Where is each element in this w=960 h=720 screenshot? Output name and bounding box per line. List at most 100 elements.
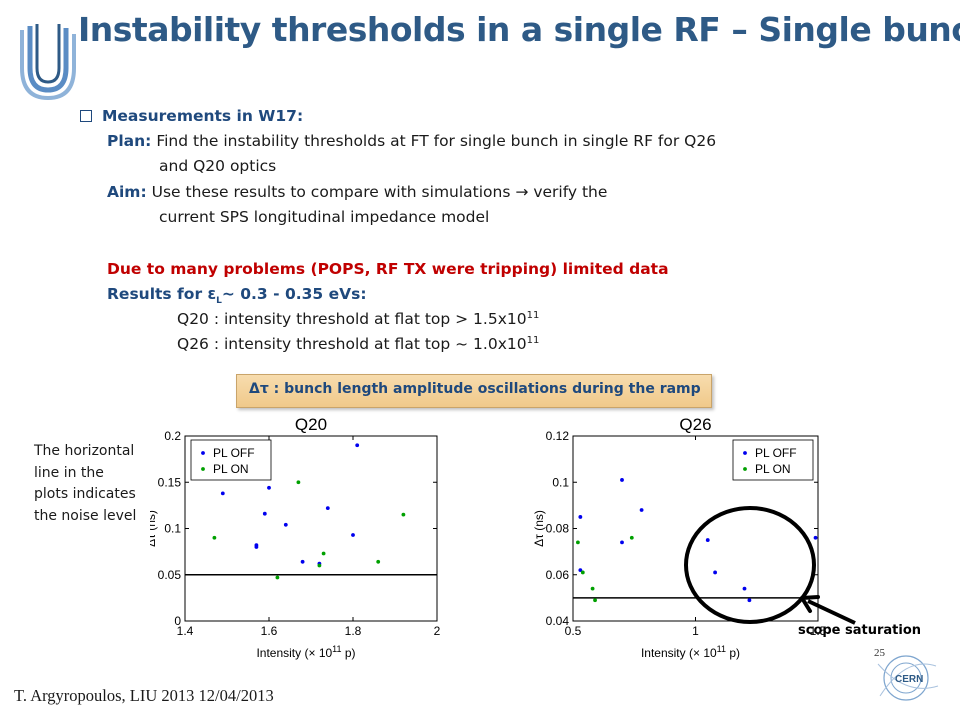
x-tick-label: 1.8 — [345, 624, 362, 638]
chart-title: Q26 — [679, 415, 711, 434]
data-point-pl-off — [813, 535, 818, 540]
chart-title: Q20 — [295, 415, 327, 434]
data-point-pl-off — [220, 491, 225, 496]
legend-box — [732, 439, 814, 481]
data-point-pl-on — [212, 535, 217, 540]
data-point-pl-on — [590, 586, 595, 591]
x-axis-label: Intensity (× 1011 p) — [641, 644, 740, 660]
y-axis-label: Δτ (ns) — [150, 510, 158, 547]
y-tick-label: 0.15 — [158, 475, 182, 489]
x-tick-label: 0.5 — [565, 624, 582, 638]
data-point-pl-on — [401, 512, 406, 517]
data-point-pl-off — [578, 568, 583, 573]
data-point-pl-off — [351, 533, 355, 537]
q26-exponent: 11 — [526, 335, 540, 346]
data-point-pl-on — [275, 575, 280, 580]
q20-text: Q20 : intensity threshold at flat top > … — [177, 310, 527, 329]
data-point-pl-off — [705, 538, 710, 542]
results-text-a: Results for ε — [107, 285, 217, 303]
results-subscript: L — [216, 296, 222, 307]
legend-label: PL OFF — [755, 446, 797, 460]
data-point-pl-on — [580, 570, 585, 575]
plan-line: Plan: Find the instability thresholds at… — [107, 132, 716, 150]
aim-line: Aim: Use these results to compare with s… — [107, 183, 607, 201]
y-tick-label: 0.08 — [546, 522, 570, 536]
legend-marker — [201, 467, 205, 471]
data-point-pl-on — [296, 480, 301, 485]
problems-text: Due to many problems (POPS, RF TX were t… — [107, 260, 669, 278]
results-text-b: ~ 0.3 - 0.35 eVs: — [221, 285, 367, 303]
plan-line-2: and Q20 optics — [159, 157, 277, 175]
data-point-pl-off — [620, 478, 624, 482]
data-point-pl-off — [713, 570, 717, 575]
x-tick-label: 1.6 — [261, 624, 278, 638]
legend-box — [190, 439, 272, 481]
data-point-pl-off — [578, 515, 583, 519]
legend-label: PL ON — [213, 462, 249, 476]
q26-chart: Q26 0.5 1 1.5 0.04 0.06 0.08 0.1 0.12 PL OFF PL ON… — [532, 415, 827, 660]
university-logo — [20, 24, 76, 101]
results-line: Results for εL~ 0.3 - 0.35 eVs: — [107, 285, 367, 306]
data-point-pl-on — [576, 540, 580, 545]
footer-citation: T. Argyropoulos, LIU 2013 12/04/2013 — [14, 686, 274, 705]
y-tick-label: 0 — [174, 614, 181, 628]
y-tick-label: 0.1 — [552, 475, 569, 489]
saturation-arrow-head — [800, 595, 820, 613]
aim-text-b: verify the — [533, 183, 608, 201]
aim-label: Aim: — [107, 183, 147, 201]
data-point-pl-on — [376, 559, 381, 564]
aim-line-2: current SPS longitudinal impedance model — [159, 208, 490, 226]
legend-marker — [201, 451, 205, 455]
data-point-pl-on — [593, 598, 597, 603]
plan-text: Find the instability thresholds at FT fo… — [156, 132, 717, 150]
y-axis-label: Δτ (ns) — [532, 510, 546, 547]
q26-text: Q26 : intensity threshold at flat top ~ … — [177, 335, 527, 354]
page-title: Instability thresholds in a single RF – … — [78, 10, 960, 49]
y-tick-label: 0.05 — [158, 568, 182, 582]
data-point-pl-off — [283, 522, 288, 527]
q26-threshold: Q26 : intensity threshold at flat top ~ … — [177, 335, 539, 353]
data-point-pl-off — [325, 506, 330, 511]
legend-label: PL ON — [755, 462, 791, 476]
legend-marker — [743, 451, 747, 455]
data-point-pl-off — [262, 511, 267, 516]
x-tick-label: 1.4 — [177, 624, 194, 638]
checkbox-bullet-icon — [80, 110, 92, 122]
scope-saturation-label: scope saturation — [798, 623, 922, 638]
data-point-pl-off — [355, 443, 360, 448]
arrow-right-icon: → — [515, 183, 529, 201]
legend-marker — [743, 467, 747, 471]
data-point-pl-off — [747, 598, 752, 603]
data-point-pl-off — [267, 485, 271, 490]
data-point-pl-off — [254, 545, 259, 549]
banner-text: Δτ : bunch length amplitude oscillations… — [249, 381, 701, 397]
saturation-highlight — [684, 506, 856, 625]
data-point-pl-off — [742, 586, 747, 591]
y-tick-label: 0.2 — [164, 429, 181, 443]
cern-logo: CERN — [877, 655, 939, 701]
x-tick-label: 2 — [434, 624, 441, 638]
data-point-pl-on — [629, 535, 634, 540]
definition-banner: Δτ : bunch length amplitude oscillations… — [236, 374, 712, 408]
data-point-pl-off — [300, 559, 305, 564]
y-tick-label: 0.06 — [546, 568, 570, 582]
data-point-pl-on — [321, 551, 326, 556]
y-tick-label: 0.1 — [164, 522, 181, 536]
saturation-arrow-line — [807, 599, 856, 625]
q20-exponent: 11 — [526, 310, 540, 321]
legend-label: PL OFF — [213, 446, 255, 460]
x-axis-label: Intensity (× 1011 p) — [256, 644, 355, 660]
q20-threshold: Q20 : intensity threshold at flat top > … — [177, 310, 539, 328]
bullet-text: Measurements in W17: — [102, 107, 304, 125]
data-point-pl-on — [317, 563, 322, 568]
svg-text:CERN: CERN — [895, 674, 923, 685]
measurements-bullet: Measurements in W17: — [80, 107, 303, 125]
plan-label: Plan: — [107, 132, 152, 150]
q20-chart: Q20 1.4 1.6 1.8 2 0 0.05 0.1 0.15 0.2 PL OFF PL ON I… — [150, 415, 441, 660]
saturation-circle — [684, 506, 816, 624]
y-tick-label: 0.04 — [546, 614, 570, 628]
data-point-pl-off — [620, 540, 624, 545]
data-point-pl-off — [639, 508, 644, 512]
x-tick-label: 1.5 — [810, 624, 827, 638]
noise-note: The horizontal line in the plots indicat… — [34, 443, 137, 524]
